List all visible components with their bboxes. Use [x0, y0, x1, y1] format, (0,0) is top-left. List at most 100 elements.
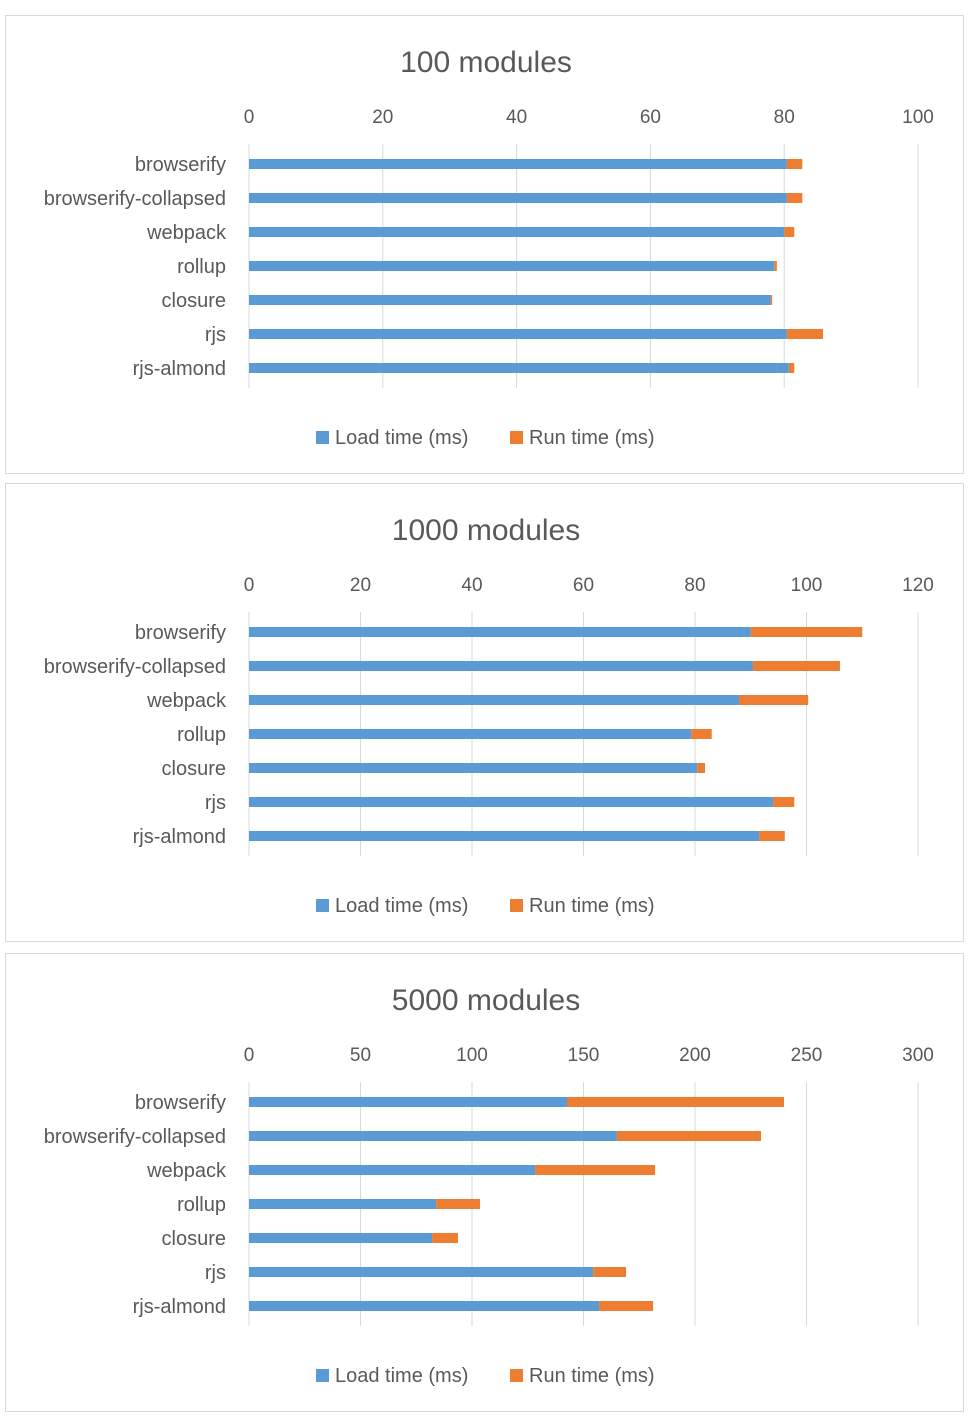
bar-load-time [249, 1267, 594, 1277]
bar-load-time [249, 1233, 433, 1243]
bar-load-time [249, 329, 787, 339]
bar-run-time [697, 763, 706, 773]
category-label: browserify [135, 1092, 226, 1114]
category-label: webpack [146, 1160, 227, 1182]
bar-load-time [249, 1301, 600, 1311]
x-tick-label: 100 [456, 1045, 488, 1066]
category-label: rjs [205, 1262, 226, 1284]
bar-run-time [739, 695, 809, 705]
bar-run-time [786, 159, 803, 169]
bar-load-time [249, 831, 760, 841]
category-label: rjs-almond [133, 1296, 226, 1318]
bar-load-time [249, 261, 775, 271]
bar-run-time [752, 661, 840, 671]
bar-run-time [535, 1165, 656, 1175]
legend-label: Load time (ms) [335, 1365, 468, 1387]
bar-load-time [249, 627, 751, 637]
category-label: closure [162, 290, 226, 312]
bar-run-time [788, 363, 795, 373]
x-tick-label: 300 [902, 1045, 934, 1066]
legend-label: Load time (ms) [335, 427, 468, 449]
x-tick-label: 120 [902, 575, 934, 596]
legend-swatch [510, 431, 523, 444]
category-label: rollup [177, 1194, 226, 1216]
x-tick-label: 150 [568, 1045, 600, 1066]
category-label: rollup [177, 724, 226, 746]
x-tick-label: 200 [679, 1045, 711, 1066]
chart-svg: 1000 modules 0 20 40 60 80 100 120 browserify bro… [44, 514, 934, 917]
bar-run-time [599, 1301, 654, 1311]
chart-title: 100 modules [400, 46, 572, 79]
category-label: browserify-collapsed [44, 656, 226, 678]
chart-svg: 5000 modules 0 50 100 150 200 250 300 browserify… [44, 984, 934, 1387]
bar-load-time [249, 797, 774, 807]
category-label: rollup [177, 256, 226, 278]
bar-run-time [593, 1267, 627, 1277]
bar-run-time [616, 1131, 762, 1141]
x-tick-label: 20 [372, 107, 393, 128]
bar-run-time [750, 627, 863, 637]
legend-label: Load time (ms) [335, 895, 468, 917]
chart-title: 5000 modules [392, 984, 580, 1017]
legend-label: Run time (ms) [529, 895, 655, 917]
bar-run-time [786, 193, 803, 203]
legend-swatch [316, 899, 329, 912]
legend-label: Run time (ms) [529, 1365, 655, 1387]
bar-run-time [691, 729, 712, 739]
category-label: closure [162, 758, 226, 780]
category-label: rjs-almond [133, 826, 226, 848]
x-tick-label: 50 [350, 1045, 371, 1066]
chart-panel-1000-modules: 1000 modules 0 20 40 60 80 100 120 browserify bro… [5, 483, 964, 942]
x-tick-label: 0 [244, 575, 255, 596]
category-label: rjs-almond [133, 358, 226, 380]
x-tick-label: 60 [573, 575, 594, 596]
bar-load-time [249, 695, 740, 705]
bar-load-time [249, 661, 753, 671]
bar-run-time [786, 329, 824, 339]
category-label: webpack [146, 222, 227, 244]
bar-load-time [249, 159, 787, 169]
bar-load-time [249, 1131, 617, 1141]
bar-run-time [770, 295, 773, 305]
x-tick-label: 250 [791, 1045, 823, 1066]
bar-load-time [249, 363, 789, 373]
bar-run-time [774, 261, 777, 271]
x-tick-label: 20 [350, 575, 371, 596]
category-label: browserify [135, 622, 226, 644]
x-tick-label: 0 [244, 1045, 255, 1066]
bar-load-time [249, 1097, 567, 1107]
bar-load-time [249, 1199, 437, 1209]
bar-run-time [784, 227, 795, 237]
bar-run-time [436, 1199, 481, 1209]
x-tick-label: 0 [244, 107, 255, 128]
chart-svg: 100 modules 0 20 40 60 80 100 browserify browser… [44, 46, 934, 449]
category-label: closure [162, 1228, 226, 1250]
x-tick-label: 100 [902, 107, 934, 128]
x-tick-label: 80 [684, 575, 705, 596]
bar-run-time [432, 1233, 458, 1243]
legend-swatch [510, 1369, 523, 1382]
category-label: rjs [205, 324, 226, 346]
chart-panel-5000-modules: 5000 modules 0 50 100 150 200 250 300 browserify… [5, 953, 964, 1412]
x-tick-label: 40 [461, 575, 482, 596]
x-tick-label: 40 [506, 107, 527, 128]
bar-load-time [249, 295, 771, 305]
x-tick-label: 80 [774, 107, 795, 128]
bar-run-time [773, 797, 795, 807]
bar-run-time [759, 831, 785, 841]
category-label: browserify-collapsed [44, 1126, 226, 1148]
chart-title: 1000 modules [392, 514, 580, 547]
category-label: browserify [135, 154, 226, 176]
category-label: webpack [146, 690, 227, 712]
bar-load-time [249, 193, 787, 203]
legend-label: Run time (ms) [529, 427, 655, 449]
bar-load-time [249, 1165, 536, 1175]
bar-run-time [566, 1097, 784, 1107]
legend-swatch [510, 899, 523, 912]
category-label: rjs [205, 792, 226, 814]
bar-load-time [249, 763, 698, 773]
legend-swatch [316, 431, 329, 444]
x-tick-label: 100 [791, 575, 823, 596]
bar-load-time [249, 227, 785, 237]
chart-panel-100-modules: 100 modules 0 20 40 60 80 100 browserify browser… [5, 15, 964, 474]
